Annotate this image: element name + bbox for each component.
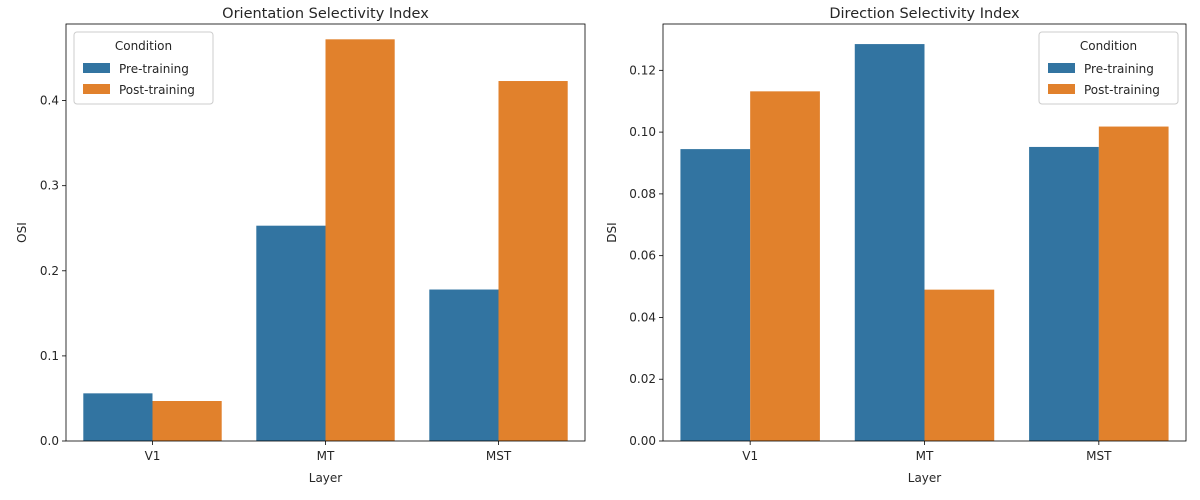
legend-swatch — [1048, 84, 1075, 94]
bar-mt-pre-training — [854, 44, 925, 441]
y-tick-label: 0.12 — [629, 63, 656, 77]
bar-mst-pre-training — [429, 289, 499, 441]
y-tick-label: 0.4 — [40, 94, 59, 108]
dsi-panel: 0.00 0.02 0.04 0.06 0.08 0.10 0.12 V1 MT MST Direc… — [605, 6, 1187, 485]
y-tick-label: 0.06 — [629, 249, 656, 263]
y-tick-label: 0.3 — [40, 179, 59, 193]
legend-label: Post-training — [119, 83, 195, 97]
bar-mt-post-training — [924, 289, 995, 441]
bar-mt-pre-training — [256, 225, 326, 441]
x-tick-label: V1 — [742, 449, 758, 463]
bar-v1-pre-training — [83, 393, 153, 441]
x-axis-label: Layer — [309, 471, 343, 485]
x-tick-label: MT — [916, 449, 934, 463]
legend-label: Pre-training — [1084, 62, 1154, 76]
legend-swatch — [83, 63, 110, 73]
legend: Condition Pre-training Post-training — [73, 31, 214, 105]
legend-label: Pre-training — [119, 62, 189, 76]
y-axis-label: DSI — [605, 222, 619, 242]
y-tick-label: 0.2 — [40, 264, 59, 278]
y-tick-label: 0.00 — [629, 434, 656, 448]
y-tick-label: 0.0 — [40, 434, 59, 448]
bar-v1-post-training — [152, 401, 222, 441]
bar-mst-pre-training — [1029, 146, 1099, 441]
legend-swatch — [1048, 63, 1075, 73]
bar-mst-post-training — [498, 81, 568, 442]
bar-v1-post-training — [750, 91, 820, 441]
y-tick-label: 0.02 — [629, 372, 656, 386]
x-tick-label: V1 — [145, 449, 161, 463]
y-tick-label: 0.04 — [629, 310, 656, 324]
y-tick-label: 0.10 — [629, 125, 656, 139]
legend: Condition Pre-training Post-training — [1038, 31, 1179, 105]
x-tick-label: MST — [1086, 449, 1112, 463]
y-axis-label: OSI — [15, 222, 29, 243]
bar-v1-pre-training — [680, 149, 751, 441]
chart-title: Direction Selectivity Index — [829, 6, 1020, 22]
osi-panel: 0.0 0.1 0.2 0.3 0.4 V1 MT MST Orientation Select… — [15, 6, 586, 485]
legend-label: Post-training — [1084, 83, 1160, 97]
bar-mt-post-training — [325, 39, 395, 441]
y-tick-label: 0.08 — [629, 187, 656, 201]
x-tick-label: MT — [317, 449, 335, 463]
legend-title: Condition — [1080, 39, 1137, 53]
bar-mst-post-training — [1098, 126, 1169, 442]
x-tick-label: MST — [486, 449, 512, 463]
chart-title: Orientation Selectivity Index — [222, 6, 429, 22]
legend-title: Condition — [115, 39, 172, 53]
x-axis-label: Layer — [908, 471, 942, 485]
legend-swatch — [83, 84, 110, 94]
y-tick-label: 0.1 — [40, 349, 59, 363]
